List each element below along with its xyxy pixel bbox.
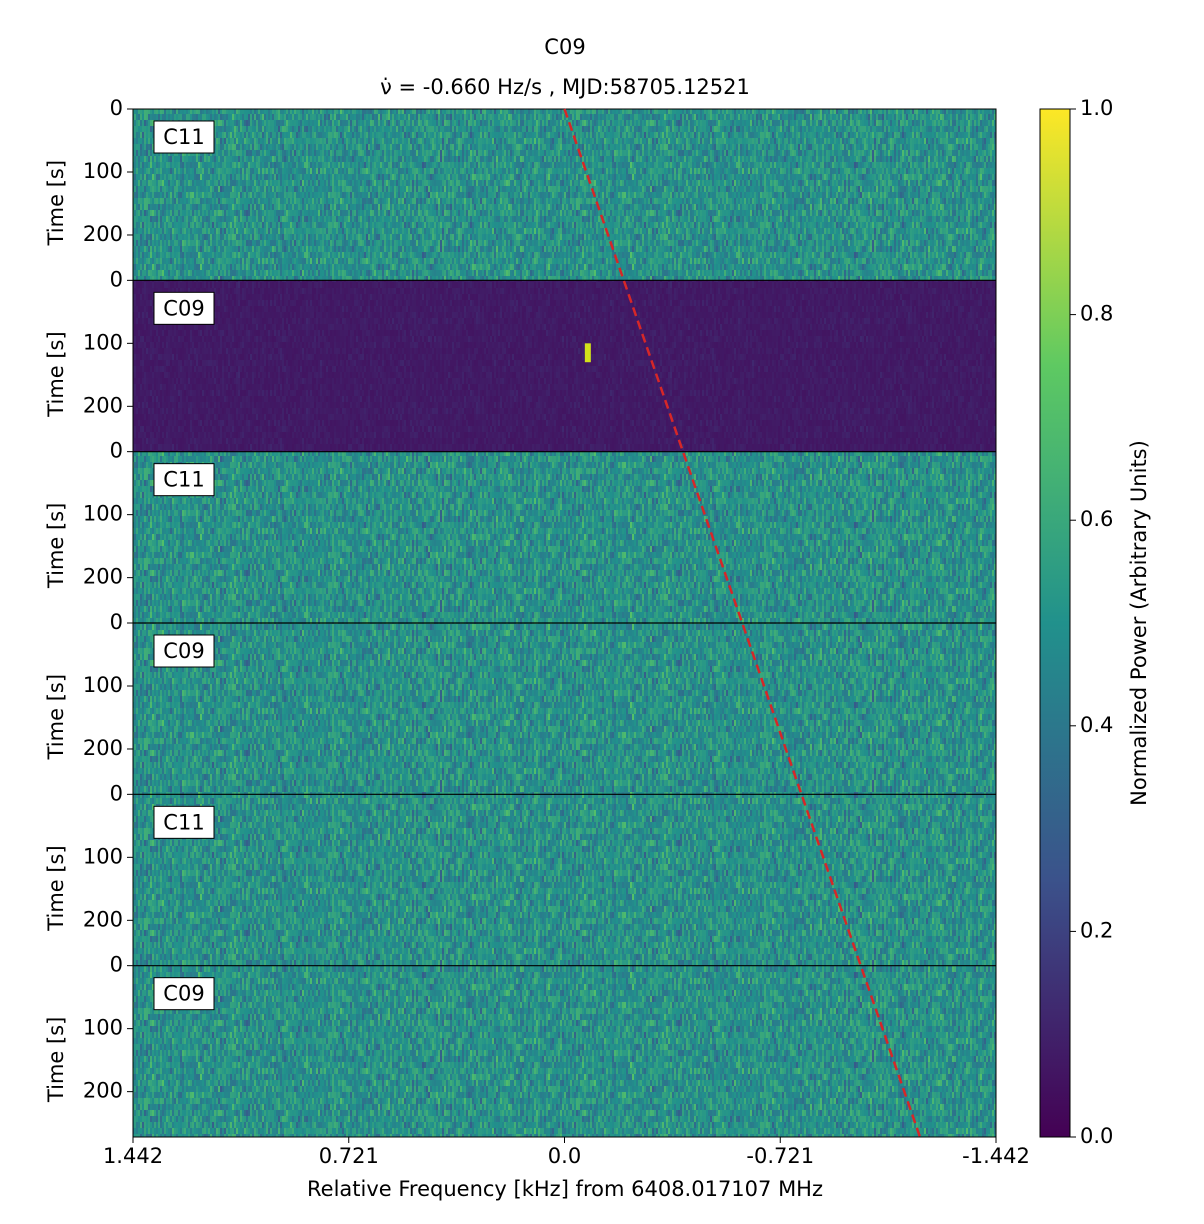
chart: C09 ν̇ = -0.660 Hz/s , MJD:58705.12521 R… — [44, 35, 1151, 1201]
